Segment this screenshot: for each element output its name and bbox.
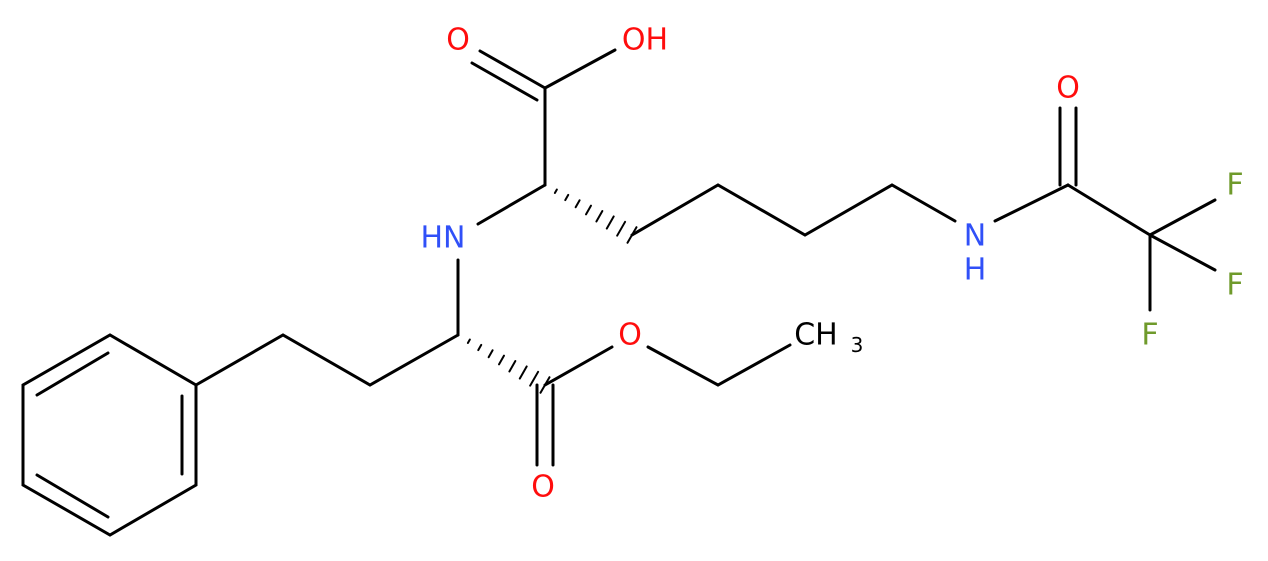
atom-labels: O OH HN N H O F F F O CH 3 O (421, 23, 1244, 505)
bond (35, 473, 110, 519)
hash-line (466, 338, 471, 344)
hash-line (605, 215, 615, 230)
hash-line (616, 220, 627, 237)
bond (543, 48, 617, 90)
bonds (21, 48, 1217, 537)
ring (21, 333, 198, 537)
bond (993, 183, 1070, 223)
atom-label: H (964, 253, 987, 288)
atom-label: O (531, 470, 555, 505)
hash-line (595, 210, 604, 223)
hash-line (585, 204, 592, 216)
hash-line (477, 343, 483, 352)
atom-label: O (618, 318, 642, 353)
hash-line (564, 193, 570, 202)
atom-label: O (1056, 71, 1080, 106)
hash-line (626, 226, 638, 244)
stereo-hash (466, 188, 638, 394)
atom-label: HN (421, 221, 466, 256)
atom-label: CH (794, 318, 838, 353)
bond (476, 183, 547, 226)
hash-line (508, 360, 517, 373)
atom-label: OH (622, 23, 668, 58)
hash-line (487, 349, 494, 359)
hash-line (553, 188, 558, 194)
bond (194, 333, 460, 387)
hash-line (529, 370, 540, 387)
bond (470, 61, 539, 102)
bond (543, 345, 614, 387)
bond (1148, 233, 1217, 272)
atom-label: F (1226, 268, 1243, 303)
bond (1066, 183, 1152, 237)
bond (478, 49, 547, 90)
atom-label: F (1226, 168, 1243, 203)
hash-line (498, 354, 505, 366)
bond (630, 183, 957, 237)
atom-label: N (964, 219, 986, 254)
atom-subscript: 3 (851, 333, 864, 357)
hash-line (518, 365, 528, 380)
atom-label: F (1141, 318, 1158, 353)
hash-line (539, 376, 551, 394)
bond (1148, 198, 1217, 237)
bond (646, 343, 792, 387)
hash-line (574, 199, 581, 209)
atom-label: O (446, 23, 470, 58)
bond (35, 351, 110, 397)
